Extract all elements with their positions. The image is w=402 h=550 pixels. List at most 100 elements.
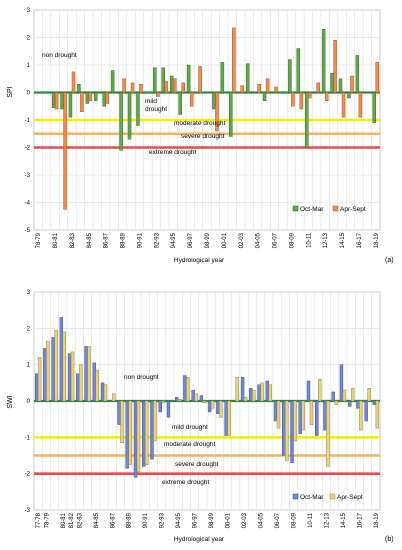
panel-b-bar-oct-mar xyxy=(298,400,302,434)
panel-a-x-tick-label: 08-09 xyxy=(289,232,295,248)
panel-a-bar-oct-mar xyxy=(136,92,140,126)
panel-b-x-tick-label: 12-13 xyxy=(324,512,330,528)
panel-b-bar-apr-sept xyxy=(136,400,141,473)
panel-a-x-tick-label: 78-79 xyxy=(36,232,42,248)
panel-a-x-tick-label: 82-83 xyxy=(70,232,76,248)
panel-a-bar-apr-sept xyxy=(88,92,93,101)
panel-a-bar-apr-sept xyxy=(105,92,109,104)
panel-a-bar-apr-sept xyxy=(232,27,236,93)
panel-b-bar-apr-sept xyxy=(252,389,256,402)
panel-a-bar-apr-sept xyxy=(350,75,354,93)
panel-b-y-tick-label: 1 xyxy=(27,363,31,369)
panel-b-x-tick-label: 77-78 xyxy=(36,512,42,528)
panel-b-bar-apr-sept xyxy=(186,377,190,402)
panel-b-bar-apr-sept xyxy=(62,331,67,402)
panel-b-bar-oct-mar xyxy=(158,400,162,413)
panel-b-x-tick-label: 96-97 xyxy=(193,512,199,528)
panel-a-bar-apr-sept xyxy=(198,66,202,93)
panel-b-bar-oct-mar xyxy=(150,400,154,460)
panel-b-bar-oct-mar xyxy=(199,395,204,402)
panel-b-bar-oct-mar xyxy=(372,400,377,405)
panel-b-bar-apr-sept xyxy=(161,400,165,404)
panel-b-x-tick-label: 80-81 xyxy=(61,512,67,528)
panel-b-bar-oct-mar xyxy=(216,400,220,414)
panel-b-y-tick-label: -3 xyxy=(25,508,31,514)
panel-b-bar-apr-sept xyxy=(95,369,99,402)
panel-b-bar-apr-sept xyxy=(46,340,50,402)
panel-a-bar-apr-sept xyxy=(63,92,67,210)
panel-a-legend-label-oct-mar: Oct-Mar xyxy=(300,206,324,213)
panel-b-moderate-drought-label: moderate drought xyxy=(164,441,216,448)
panel-b-legend-label-apr-sept: Apr-Sept xyxy=(337,494,363,501)
panel-a-bar-oct-mar xyxy=(127,92,132,140)
panel-b-bar-apr-sept xyxy=(103,384,108,402)
panel-a-bar-oct-mar xyxy=(229,92,233,137)
panel-a-legend-swatch-apr-sept xyxy=(332,205,339,212)
panel-a-bar-apr-sept xyxy=(341,92,346,118)
panel-b-bar-apr-sept xyxy=(227,400,231,436)
panel-a-x-tick-label: 80-81 xyxy=(53,232,59,248)
panel-b-bar-apr-sept xyxy=(268,384,272,402)
panel-b-bar-oct-mar xyxy=(265,380,270,402)
panel-a-bar-oct-mar xyxy=(77,84,81,93)
panel-a-bar-oct-mar xyxy=(321,29,326,93)
panel-b-x-tick-label: 81-82 xyxy=(69,512,75,528)
panel-b-bar-apr-sept xyxy=(235,377,240,402)
panel-a-x-tick-label: 14-15 xyxy=(340,232,346,248)
panel-b-bar-apr-sept xyxy=(375,400,380,429)
panel-b-bar-apr-sept xyxy=(37,357,42,402)
panel-a-x-tick-label: 88-89 xyxy=(121,232,127,248)
panel-b-extreme-drought-label: extreme drought xyxy=(162,479,210,486)
panel-a-bar-apr-sept xyxy=(54,92,59,110)
panel-b-y-tick-label: -2 xyxy=(25,472,31,478)
panel-b-bars xyxy=(34,317,380,478)
panel-b-bar-oct-mar xyxy=(257,384,261,402)
panel-a-bar-apr-sept xyxy=(316,82,320,93)
panel-b-x-tick-label: 02-03 xyxy=(242,512,248,528)
panel-b-axes: -3 -2 -1 0 1 2 3 77-78 78-79 80-81 81-82 82-83 84-85… xyxy=(25,290,380,528)
panel-a-bar-oct-mar xyxy=(51,92,56,108)
panel-a-bar-apr-sept xyxy=(122,78,126,93)
panel-b-bar-apr-sept xyxy=(210,400,215,409)
panel-a-x-tick-label: 94-95 xyxy=(171,232,177,248)
panel-b-bar-apr-sept xyxy=(334,400,338,405)
panel-b-y-axis-label: SWI xyxy=(7,395,14,408)
panel-a-legend-swatch-oct-mar xyxy=(292,205,299,212)
panel-b-bar-apr-sept xyxy=(301,400,305,431)
panel-b-bar-oct-mar xyxy=(117,400,121,425)
panel-b-bar-oct-mar xyxy=(166,400,171,418)
panel-b-severe-drought-label: severe drought xyxy=(175,461,219,468)
panel-b-x-tick-label: 14-15 xyxy=(341,512,347,528)
panel-b-thresholds xyxy=(34,399,380,475)
panel-a-bar-oct-mar xyxy=(220,62,225,93)
panel-b-bar-apr-sept xyxy=(79,364,83,402)
panel-b-bar-oct-mar xyxy=(76,373,80,402)
panel-b-bar-apr-sept xyxy=(326,400,330,467)
panel-a-y-tick-label: -1 xyxy=(25,118,31,124)
panel-a-bars xyxy=(51,27,380,210)
panel-b-bar-oct-mar xyxy=(59,317,64,402)
panel-a-x-tick-label: 84-85 xyxy=(87,232,93,248)
panel-a-bar-apr-sept xyxy=(71,71,76,93)
panel-b-bar-oct-mar xyxy=(84,346,88,402)
panel-a-bar-oct-mar xyxy=(305,92,309,148)
panel-a-bar-apr-sept xyxy=(139,84,143,93)
panel-a-bar-oct-mar xyxy=(288,59,292,93)
panel-a-thresholds xyxy=(34,91,380,149)
panel-a-bar-apr-sept xyxy=(291,92,295,107)
panel-a-bar-oct-mar xyxy=(372,92,377,123)
panel-b-legend: Oct-Mar Apr-Sept xyxy=(292,493,363,501)
panel-a-y-axis-label: SPI xyxy=(7,86,14,97)
panel-b-bar-apr-sept xyxy=(342,389,347,402)
panel-b-x-tick-label: 04-05 xyxy=(259,512,265,528)
panel-b-bar-oct-mar xyxy=(174,397,179,402)
panel-a-bar-oct-mar xyxy=(347,92,351,99)
panel-a-x-tick-label: 86-87 xyxy=(104,232,110,248)
panel-a-bar-apr-sept xyxy=(130,82,135,93)
panel-a-bar-oct-mar xyxy=(169,75,174,93)
panel-b-bar-apr-sept xyxy=(309,400,314,425)
panel-b-x-axis-label: Hydrological year xyxy=(174,536,225,543)
panel-b-bar-apr-sept xyxy=(153,400,157,442)
panel-b-x-tick-label: 94-95 xyxy=(176,512,182,528)
panel-a-x-tick-label: 96-97 xyxy=(188,232,194,248)
